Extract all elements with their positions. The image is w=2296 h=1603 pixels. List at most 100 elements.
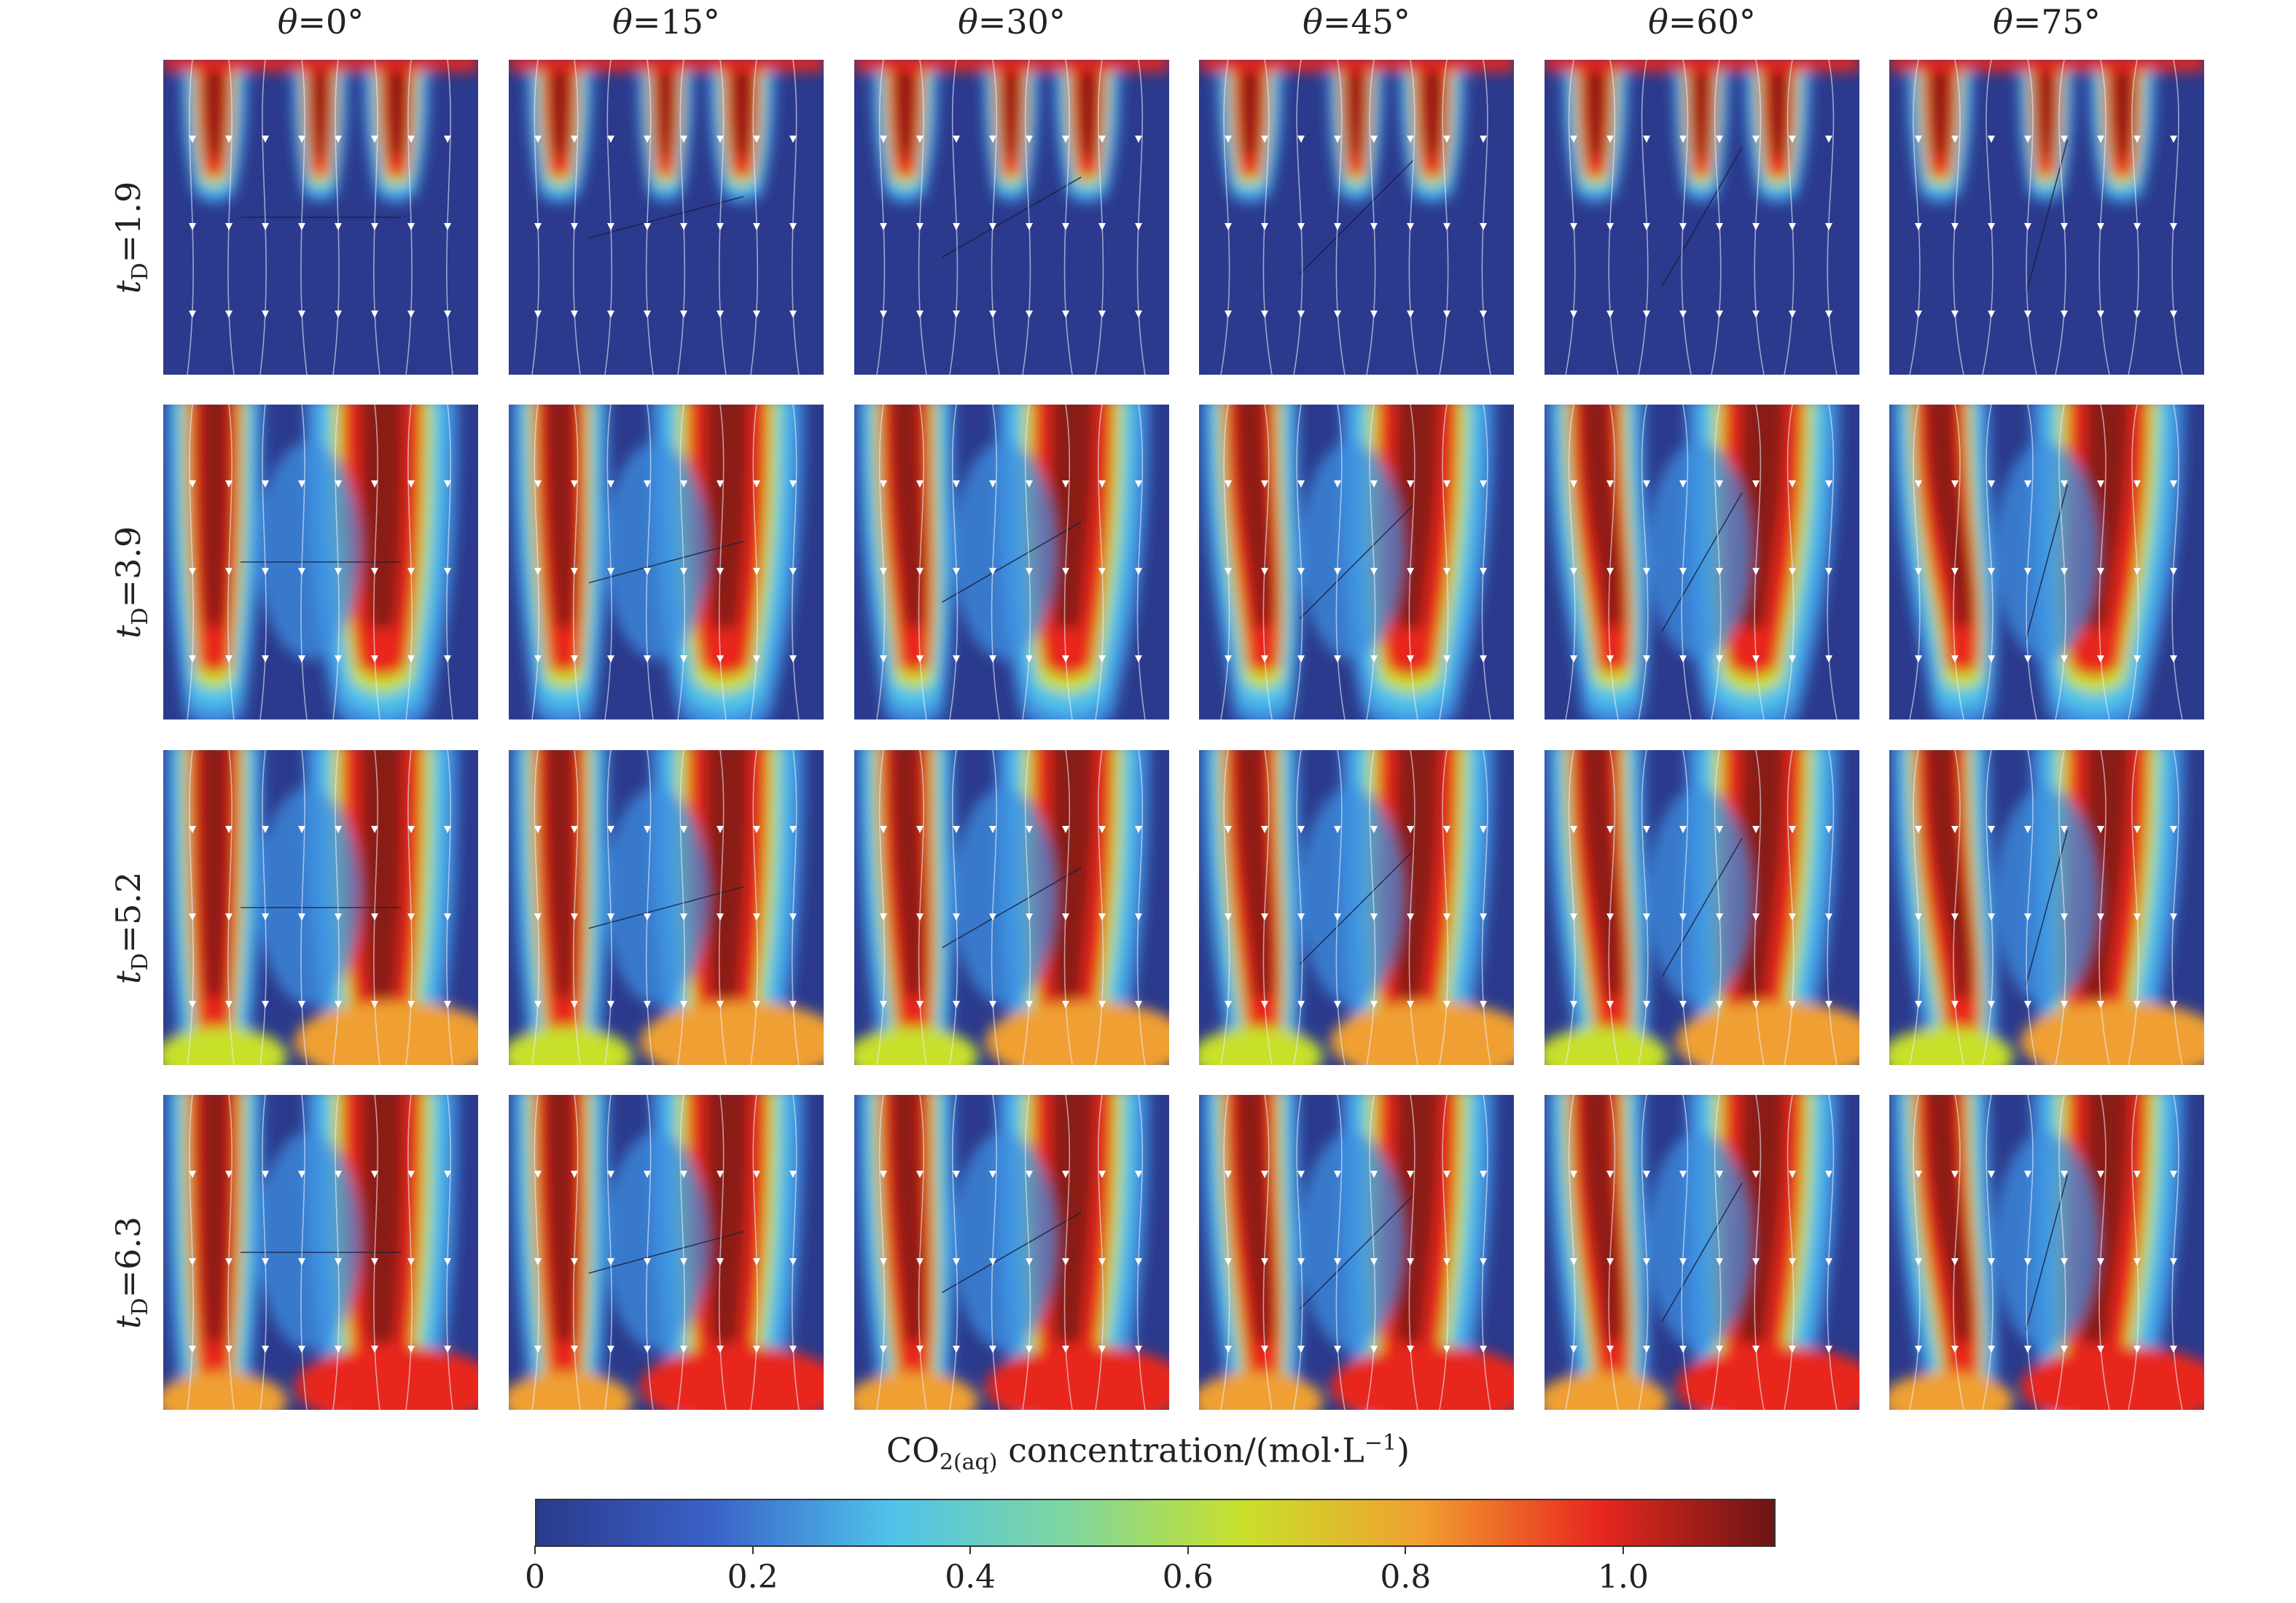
flow-arrow bbox=[298, 1258, 305, 1265]
flow-arrow bbox=[1679, 223, 1687, 230]
flow-arrow bbox=[1225, 480, 1232, 488]
streamlines bbox=[1565, 750, 1838, 1065]
flow-arrow bbox=[1606, 480, 1614, 488]
flow-arrow bbox=[880, 223, 887, 230]
flow-arrow bbox=[444, 826, 451, 833]
flow-arrow bbox=[644, 913, 651, 921]
flow-arrow bbox=[1098, 826, 1106, 833]
flow-arrow bbox=[2024, 1171, 2031, 1178]
flow-arrow bbox=[2170, 655, 2177, 663]
flow-arrow bbox=[1026, 1171, 1033, 1178]
flow-arrow bbox=[1570, 655, 1577, 663]
flow-arrow bbox=[1789, 311, 1796, 318]
flow-arrow bbox=[1480, 568, 1487, 575]
flow-arrow bbox=[262, 655, 269, 663]
flow-arrow bbox=[1062, 1171, 1069, 1178]
flow-arrow bbox=[2024, 1346, 2031, 1353]
flow-arrow bbox=[2133, 311, 2141, 318]
flow-arrow bbox=[1334, 1001, 1341, 1008]
flow-arrow bbox=[1225, 1258, 1232, 1265]
flow-arrow bbox=[1135, 913, 1142, 921]
flow-arrow bbox=[2024, 1001, 2031, 1008]
flow-arrow bbox=[1716, 913, 1723, 921]
flow-arrow bbox=[1297, 913, 1305, 921]
flow-arrow bbox=[2170, 826, 2177, 833]
fracture-line bbox=[1661, 838, 1743, 978]
flow-arrow bbox=[1297, 223, 1305, 230]
flow-arrow bbox=[1480, 480, 1487, 488]
streamlines bbox=[1220, 1095, 1491, 1410]
flow-arrow bbox=[2024, 311, 2031, 318]
flow-arrow bbox=[371, 1258, 378, 1265]
flow-arrow bbox=[1297, 568, 1305, 575]
flow-arrow bbox=[371, 1001, 378, 1008]
column-header: θ=45° bbox=[1303, 2, 1410, 42]
flow-arrow bbox=[2061, 1171, 2068, 1178]
flow-arrow bbox=[1026, 1346, 1033, 1353]
flow-arrow bbox=[225, 136, 233, 143]
flow-arrow bbox=[680, 311, 687, 318]
flow-arrow bbox=[1988, 223, 1995, 230]
flow-arrow bbox=[1951, 1346, 1959, 1353]
row-header: tD=5.2 bbox=[109, 871, 154, 984]
flow-arrow bbox=[680, 480, 687, 488]
flow-arrow bbox=[953, 480, 960, 488]
flow-arrow bbox=[1225, 655, 1232, 663]
flow-arrow bbox=[335, 655, 342, 663]
flow-arrow bbox=[916, 1171, 924, 1178]
flow-arrow bbox=[298, 826, 305, 833]
concentration-panel bbox=[163, 405, 478, 719]
flow-arrow bbox=[189, 136, 196, 143]
flow-arrow bbox=[1480, 655, 1487, 663]
flow-arrow bbox=[2170, 1346, 2177, 1353]
flow-arrow bbox=[1334, 913, 1341, 921]
fracture-line bbox=[1661, 1182, 1743, 1322]
flow-arrow bbox=[1098, 913, 1106, 921]
flow-arrow bbox=[1825, 913, 1832, 921]
flow-arrow bbox=[444, 1346, 451, 1353]
colorbar-tick-label: 0 bbox=[525, 1559, 545, 1596]
flow-arrow bbox=[2133, 1346, 2141, 1353]
colorbar-tick bbox=[1187, 1545, 1189, 1554]
flow-arrow bbox=[2061, 480, 2068, 488]
flow-arrow bbox=[534, 655, 542, 663]
flow-arrow bbox=[716, 655, 724, 663]
flow-arrow bbox=[2133, 568, 2141, 575]
flow-arrow bbox=[1679, 480, 1687, 488]
flow-arrow bbox=[1606, 311, 1614, 318]
flow-arrow bbox=[1370, 1346, 1378, 1353]
streamlines bbox=[1565, 60, 1838, 375]
flow-arrow bbox=[1570, 1001, 1577, 1008]
flow-arrow bbox=[189, 568, 196, 575]
flow-arrow bbox=[2133, 1001, 2141, 1008]
flow-arrow bbox=[1606, 223, 1614, 230]
flow-arrow bbox=[1334, 655, 1341, 663]
flow-arrow bbox=[2170, 223, 2177, 230]
flow-arrow bbox=[1370, 480, 1378, 488]
flow-arrow bbox=[1716, 480, 1723, 488]
flow-arrow bbox=[1261, 1346, 1268, 1353]
flow-arrow bbox=[2097, 1258, 2104, 1265]
flow-arrow bbox=[1679, 913, 1687, 921]
flow-arrow bbox=[534, 1001, 542, 1008]
flow-arrow bbox=[1915, 223, 1922, 230]
flow-arrow bbox=[753, 1258, 760, 1265]
flow-arrow bbox=[1297, 480, 1305, 488]
flow-arrow bbox=[1026, 655, 1033, 663]
flow-arrow bbox=[534, 568, 542, 575]
flow-arrow bbox=[335, 913, 342, 921]
flow-arrow bbox=[298, 480, 305, 488]
flow-arrow bbox=[716, 826, 724, 833]
concentration-panel bbox=[1199, 1095, 1514, 1410]
flow-arrow bbox=[1825, 655, 1832, 663]
flow-arrow bbox=[262, 826, 269, 833]
concentration-panel bbox=[1545, 60, 1859, 375]
flow-arrow bbox=[1606, 826, 1614, 833]
colorbar-tick-label: 0.4 bbox=[945, 1559, 996, 1596]
flow-arrow bbox=[262, 913, 269, 921]
flow-arrow bbox=[1570, 223, 1577, 230]
flow-arrow bbox=[335, 223, 342, 230]
flow-arrow bbox=[1062, 480, 1069, 488]
fracture-line bbox=[588, 886, 744, 929]
concentration-panel bbox=[509, 750, 824, 1065]
